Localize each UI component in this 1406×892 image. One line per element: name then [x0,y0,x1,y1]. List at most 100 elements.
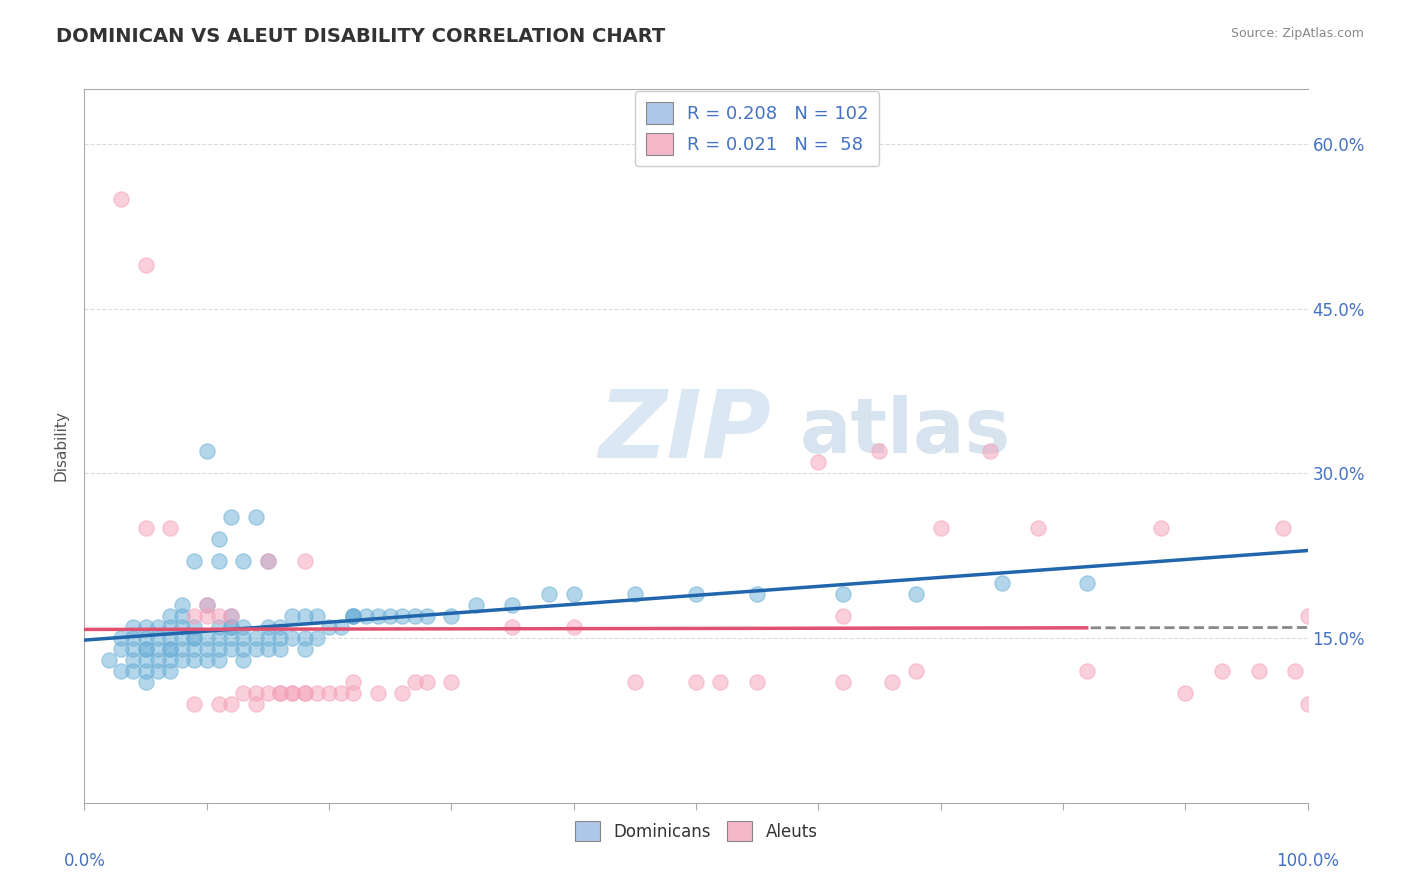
Point [219,510,242,524]
Text: DOMINICAN VS ALEUT DISABILITY CORRELATION CHART: DOMINICAN VS ALEUT DISABILITY CORRELATIO… [56,27,665,45]
Point [195,609,218,624]
Point [110,192,132,206]
Point [257,554,280,568]
Point [281,609,304,624]
Point [294,554,316,568]
Point [135,664,157,678]
Point [562,620,585,634]
Point [294,631,316,645]
Point [416,609,439,624]
Point [232,642,254,657]
Point [159,620,181,634]
Point [232,554,254,568]
Point [183,631,205,645]
Point [1296,697,1319,711]
Point [404,609,426,624]
Point [1284,664,1306,678]
Point [869,444,891,458]
Point [159,642,181,657]
Point [502,598,524,612]
Point [172,620,194,634]
Point [294,642,316,657]
Point [1150,521,1173,535]
Point [257,631,280,645]
Point [257,642,280,657]
Point [208,631,231,645]
Point [305,631,328,645]
Point [269,620,291,634]
Point [208,533,231,547]
Point [208,642,231,657]
Point [159,521,181,535]
Point [122,642,145,657]
Point [367,686,389,700]
Point [122,653,145,667]
Point [146,631,169,645]
Point [416,675,439,690]
Point [159,653,181,667]
Point [135,642,157,657]
Point [208,697,231,711]
Point [232,653,254,667]
Point [905,664,928,678]
Point [135,258,157,272]
Point [281,631,304,645]
Point [172,598,194,612]
Point [159,642,181,657]
Y-axis label: Disability: Disability [53,410,69,482]
Point [257,554,280,568]
Point [979,444,1001,458]
Point [831,675,853,690]
Point [685,587,707,601]
Point [538,587,561,601]
Point [269,642,291,657]
Point [1272,521,1295,535]
Point [305,609,328,624]
Point [172,653,194,667]
Point [929,521,952,535]
Point [232,631,254,645]
Point [380,609,402,624]
Point [318,620,340,634]
Point [183,642,205,657]
Point [135,642,157,657]
Point [122,631,145,645]
Point [146,620,169,634]
Point [269,686,291,700]
Point [464,598,486,612]
Point [219,620,242,634]
Point [281,686,304,700]
Point [562,587,585,601]
Point [135,620,157,634]
Point [97,653,120,667]
Text: Source: ZipAtlas.com: Source: ZipAtlas.com [1230,27,1364,40]
Point [146,653,169,667]
Point [1076,664,1098,678]
Point [208,609,231,624]
Point [747,587,769,601]
Point [354,609,377,624]
Point [342,675,364,690]
Point [146,664,169,678]
Point [991,576,1014,591]
Point [330,686,353,700]
Point [1247,664,1270,678]
Point [1296,609,1319,624]
Point [183,609,205,624]
Point [257,686,280,700]
Point [831,587,853,601]
Point [172,631,194,645]
Point [905,587,928,601]
Point [172,642,194,657]
Point [709,675,731,690]
Point [342,609,364,624]
Point [294,686,316,700]
Point [195,598,218,612]
Point [135,631,157,645]
Point [624,675,647,690]
Point [183,653,205,667]
Point [110,642,132,657]
Legend: Dominicans, Aleuts: Dominicans, Aleuts [568,814,824,848]
Point [294,686,316,700]
Point [685,675,707,690]
